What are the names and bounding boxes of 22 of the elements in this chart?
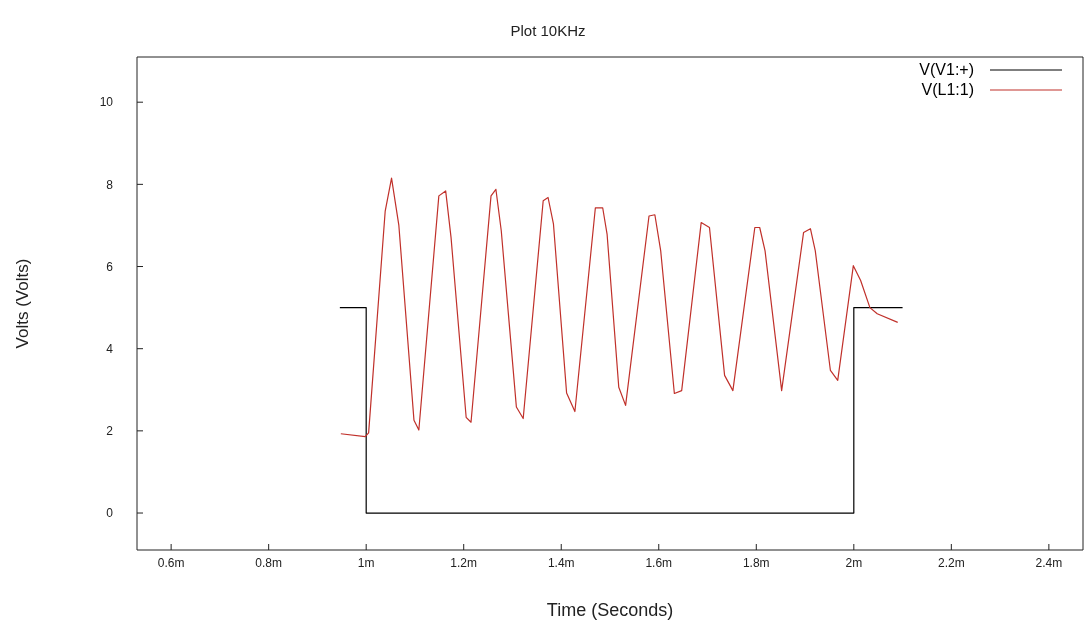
x-axis-title: Time (Seconds) [546,600,674,620]
x-tick-label: 1.8m [742,555,770,570]
x-tick-label: 0.8m [255,555,282,570]
legend-label: V(L1:1) [921,80,974,100]
x-tick-label: 1.4m [547,555,575,570]
y-axis-title: Volts (Volts) [13,258,33,349]
x-tick-label: 2.2m [938,555,965,570]
x-tick-label: 1m [357,555,375,570]
y-tick-label: 4 [106,341,114,356]
x-tick-label: 1.2m [450,555,478,570]
y-tick-label: 2 [106,424,114,439]
y-tick-label: 8 [106,177,114,192]
x-tick-label: 2m [845,555,863,570]
y-tick-label: 0 [106,506,114,521]
x-tick-label: 2.4m [1035,555,1063,570]
legend-label: V(V1:+) [919,60,974,80]
x-tick-label: 0.6m [157,555,185,570]
chart-title: Plot 10KHz [509,22,587,39]
y-tick-label: 6 [106,259,114,274]
x-tick-label: 1.6m [645,555,673,570]
line-series [340,177,899,438]
y-tick-label: 10 [99,95,114,110]
